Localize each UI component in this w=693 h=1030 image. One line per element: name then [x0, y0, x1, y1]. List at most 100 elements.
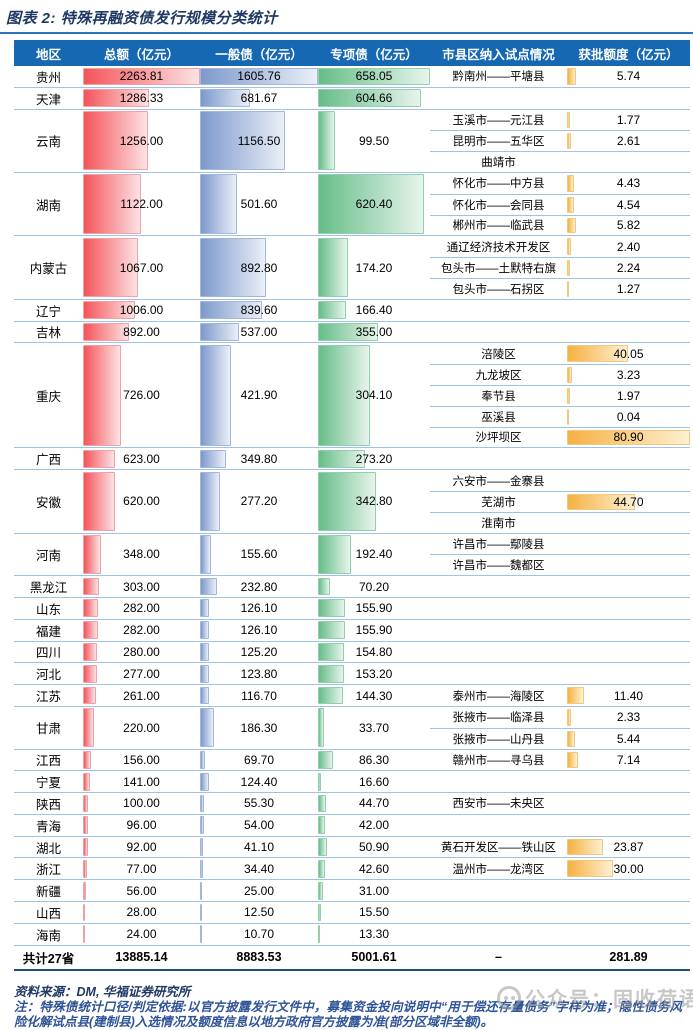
- general-value: 155.60: [240, 547, 278, 562]
- pilot-area-column: 许昌市——鄢陵县 许昌市——魏都区: [430, 534, 690, 576]
- pilot-subrow: [430, 924, 690, 945]
- quota-bar: [567, 751, 578, 769]
- province-group: 河南 348.00 155.60 192.40 许昌市——鄢陵县 许昌市——魏都区: [14, 532, 690, 576]
- total-bar: [83, 751, 92, 769]
- quota-bar: [567, 238, 571, 256]
- total-bar: [83, 708, 95, 747]
- general-bar: [200, 772, 210, 791]
- special-cell: 174.20: [318, 236, 430, 298]
- pilot-subrow: [430, 642, 690, 663]
- special-cell: 99.50: [318, 110, 430, 172]
- col-header-pilot: 市县区纳入试点情况: [442, 47, 555, 62]
- province-name: 江西: [35, 754, 61, 769]
- total-bar: [83, 301, 135, 320]
- total-bar: [83, 599, 98, 618]
- total-cell: 56.00: [83, 880, 200, 901]
- pilot-area: [430, 576, 567, 597]
- general-bar: [200, 111, 285, 171]
- general-cell: 55.30: [200, 793, 318, 814]
- table-header-row: 地区 总额（亿元） 一般债（亿元） 专项债（亿元） 市县区纳入试点情况 获批额度…: [14, 40, 690, 66]
- total-cell: 623.00: [83, 448, 200, 469]
- general-bar: [200, 664, 210, 683]
- quota-cell: 5.82: [567, 216, 690, 236]
- pilot-area-column: [430, 576, 690, 597]
- pilot-area: 许昌市——魏都区: [452, 560, 545, 573]
- total-value: 1067.00: [119, 260, 164, 275]
- pilot-subrow: [430, 771, 690, 792]
- quota-cell: [567, 88, 690, 109]
- pilot-subrow: [430, 815, 690, 836]
- pilot-area-column: [430, 880, 690, 901]
- pilot-area: 六安市——金寨县: [452, 475, 545, 488]
- special-value: 174.20: [355, 260, 393, 275]
- quota-cell: 1.77: [567, 110, 690, 131]
- pilot-area: 张掖市——临泽县: [452, 712, 545, 725]
- quota-cell: 80.90: [567, 428, 690, 448]
- province-group: 贵州 2263.81 1605.76 658.05 黔南州——平塘县 5.74: [14, 66, 690, 87]
- special-cell: 155.90: [318, 598, 430, 619]
- pilot-subrow: 奉节县 1.97: [430, 384, 690, 406]
- general-bar: [200, 794, 205, 813]
- special-bar: [318, 471, 377, 532]
- special-value: 16.60: [358, 774, 390, 789]
- total-cell: 620.00: [83, 470, 200, 532]
- province-name: 河北: [35, 668, 61, 683]
- pilot-area: 温州市——龙湾区: [452, 863, 545, 876]
- special-bar: [318, 599, 345, 618]
- pilot-area: [430, 663, 567, 684]
- quota-cell: 4.54: [567, 195, 690, 215]
- general-bar: [200, 344, 231, 446]
- special-bar: [318, 708, 324, 747]
- quota-bar: [567, 708, 571, 726]
- total-cell: 348.00: [83, 534, 200, 576]
- quota-cell: [567, 576, 690, 597]
- province-name: 山东: [35, 602, 61, 617]
- total-row-pilot-dash: –: [495, 950, 502, 965]
- pilot-area: [430, 448, 567, 469]
- province-name: 黑龙江: [29, 581, 68, 596]
- province-name: 湖南: [35, 198, 61, 213]
- general-bar: [200, 816, 204, 835]
- pilot-area: [430, 815, 567, 836]
- special-value: 355.00: [355, 324, 393, 339]
- total-cell: 156.00: [83, 750, 200, 771]
- province-group: 重庆 726.00 421.90 304.10 涪陵区 40.05 九龙坡区 3.23 奉节县 1…: [14, 342, 690, 447]
- total-value: 1256.00: [119, 133, 164, 148]
- pilot-subrow: 张掖市——山丹县 5.44: [430, 727, 690, 749]
- total-bar: [83, 903, 85, 922]
- special-value: 33.70: [358, 720, 390, 735]
- special-cell: 154.80: [318, 642, 430, 663]
- total-value: 282.00: [123, 623, 160, 638]
- quota-value: 4.54: [616, 197, 641, 212]
- pilot-area: [430, 322, 567, 343]
- total-bar: [83, 111, 148, 171]
- province-name: 广西: [35, 453, 61, 468]
- quota-bar: [567, 68, 576, 85]
- province-name: 云南: [35, 135, 61, 150]
- special-bar: [318, 449, 365, 468]
- province-group: 广西 623.00 349.80 273.20: [14, 447, 690, 469]
- special-cell: 604.66: [318, 88, 430, 109]
- total-row-total-value: 13885.14: [115, 950, 168, 965]
- total-value: 24.00: [126, 927, 157, 942]
- total-value: 303.00: [123, 579, 160, 594]
- quota-cell: [567, 534, 690, 555]
- general-value: 501.60: [240, 197, 278, 212]
- special-value: 13.30: [358, 927, 390, 942]
- special-bar: [318, 323, 379, 341]
- general-cell: 41.10: [200, 837, 318, 858]
- title-divider: [0, 32, 693, 34]
- province-group: 湖南 1122.00 501.60 620.40 怀化市——中方县 4.43 怀化市——会同…: [14, 171, 690, 236]
- total-bar: [83, 838, 88, 856]
- quota-value: 40.05: [613, 346, 644, 361]
- quota-cell: 5.74: [567, 66, 690, 87]
- quota-bar: [567, 730, 576, 747]
- province-name: 陕西: [35, 797, 61, 812]
- pilot-area-column: 西安市——未央区: [430, 793, 690, 814]
- province-name: 浙江: [35, 863, 61, 878]
- special-bar: [318, 535, 351, 574]
- total-row-quota-value: 281.89: [609, 950, 648, 965]
- pilot-subrow: 芜湖市 44.70: [430, 490, 690, 512]
- pilot-area-column: [430, 815, 690, 836]
- pilot-area: [430, 924, 567, 945]
